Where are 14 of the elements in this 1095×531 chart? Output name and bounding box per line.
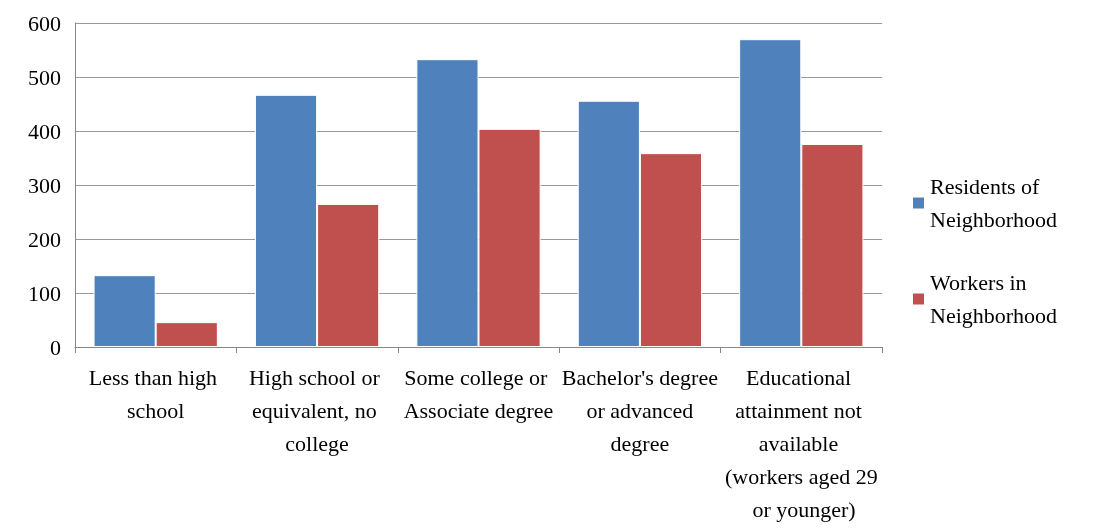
- x-tick-label: Educational attainment not available (workers aged 29 or younger): [724, 365, 878, 522]
- x-tick-label: Less than high school: [88, 365, 223, 423]
- y-tick-label: 400: [28, 118, 61, 144]
- x-tick-label: High school or equivalent, no college: [248, 365, 386, 456]
- x-tick-label: Bachelor's degree or advanced degree: [561, 365, 718, 456]
- y-tick-label: 100: [28, 280, 61, 306]
- y-tick-label: 500: [28, 64, 61, 90]
- y-tick-label: 200: [28, 226, 61, 252]
- y-tick-label: 0: [50, 334, 61, 360]
- y-tick-label: 600: [28, 10, 61, 36]
- legend-label: Residents of Neighborhood: [930, 174, 1058, 232]
- y-tick-label: 300: [28, 172, 61, 198]
- x-tick-label: Some college or Associate degree: [403, 365, 554, 423]
- legend-label: Workers in Neighborhood: [930, 270, 1058, 328]
